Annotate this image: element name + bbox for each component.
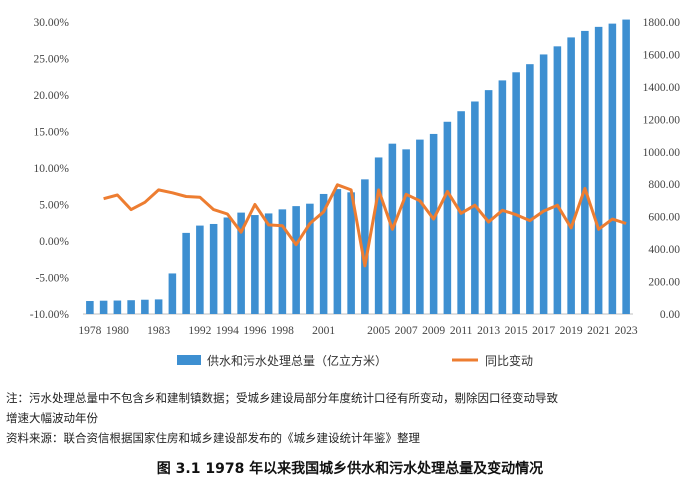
bar-2015	[512, 72, 520, 315]
chart-notes: 注：污水处理总量中不包含乡和建制镇数据；受城乡建设局部分年度统计口径有所变动，剔…	[6, 388, 696, 448]
bar-2016	[526, 64, 534, 314]
left-tick-label: -10.00%	[30, 309, 70, 321]
x-tick-label: 1980	[106, 325, 129, 337]
left-tick-label: 20.00%	[34, 90, 70, 102]
left-tick-label: 30.00%	[34, 17, 70, 29]
x-tick-label: 2011	[450, 325, 473, 337]
bar-2008	[416, 139, 424, 314]
bar-2020	[581, 30, 589, 315]
x-tick-label: 2009	[422, 325, 445, 337]
bar-2000	[306, 203, 314, 314]
bar-2012	[471, 101, 479, 314]
yoy-change-line	[103, 183, 627, 268]
bar-2004	[361, 179, 369, 314]
bar-2017	[539, 54, 548, 314]
right-tick-label: 200.00	[648, 277, 680, 289]
bar-1995	[237, 212, 245, 314]
bar-2019	[567, 37, 575, 315]
right-tick-label: 600.00	[648, 212, 680, 224]
left-tick-label: 0.00%	[39, 236, 69, 248]
bar-1997	[264, 213, 273, 314]
bar-1981	[127, 300, 135, 314]
x-tick-label: 1983	[147, 325, 170, 337]
bar-1998	[278, 209, 287, 314]
bar-2021	[594, 26, 603, 314]
left-tick-label: -5.00%	[35, 273, 69, 285]
right-tick-label: 800.00	[648, 179, 680, 191]
bar-1980	[113, 300, 122, 314]
bar-2018	[553, 46, 562, 314]
bar-1994	[223, 217, 232, 314]
bar-2014	[498, 80, 507, 315]
x-tick-label: 2005	[367, 325, 390, 337]
figure-caption: 图 3.1 1978 年以来我国城乡供水和污水处理总量及变动情况	[156, 461, 544, 477]
combo-chart: -10.00% -5.00% 0.00% 5.00% 10.00% 15.00% 20.00…	[30, 17, 681, 368]
x-tick-label: 1978	[78, 325, 101, 337]
note-line-1: 注：污水处理总量中不包含乡和建制镇数据；受城乡建设局部分年度统计口径有所变动，剔…	[6, 391, 558, 405]
bar-1990	[168, 273, 177, 314]
legend-label-bars: 供水和污水处理总量（亿立方米）	[207, 353, 387, 368]
bar-1979	[99, 300, 108, 314]
bar-2013	[484, 90, 493, 314]
note-line-2: 增速大幅波动年份	[6, 411, 98, 425]
x-tick-label: 2013	[477, 325, 500, 337]
left-tick-label: 10.00%	[34, 163, 70, 175]
bar-2023	[622, 19, 630, 315]
right-axis: 0.00 200.00 400.00 600.00 800.00 1000.00 1200.…	[643, 17, 681, 321]
bar-1982	[141, 299, 149, 314]
bar-2002	[333, 189, 342, 314]
x-tick-label: 1996	[243, 325, 266, 337]
right-tick-label: 400.00	[648, 244, 680, 256]
x-tick-label: 2017	[532, 325, 555, 337]
x-tick-label: 2015	[505, 325, 528, 337]
x-tick-label: 2023	[615, 325, 638, 337]
left-tick-label: 5.00%	[39, 200, 69, 212]
bar-2009	[429, 133, 438, 314]
right-tick-label: 1200.00	[643, 114, 681, 126]
legend-label-line: 同比变动	[485, 353, 533, 368]
bar-2007	[402, 149, 410, 314]
x-tick-label: 2001	[312, 325, 335, 337]
bar-1993	[209, 223, 218, 314]
bar-2010	[443, 121, 452, 315]
legend-swatch-bars	[177, 355, 201, 365]
right-tick-label: 0.00	[660, 309, 680, 321]
x-tick-label: 2019	[560, 325, 583, 337]
right-tick-label: 1600.00	[643, 49, 681, 61]
left-tick-label: 25.00%	[34, 54, 70, 66]
x-tick-label: 2007	[395, 325, 418, 337]
right-tick-label: 1800.00	[643, 17, 681, 29]
bar-series	[86, 19, 630, 315]
bar-1999	[292, 206, 300, 314]
bar-2001	[319, 193, 328, 314]
bar-2003	[347, 192, 355, 314]
bar-1983	[154, 299, 163, 314]
bar-1996	[251, 215, 259, 314]
x-axis: 1978 1980 1983 1992 1994 1996 1998 2001 2005 2007…	[78, 313, 638, 337]
bar-1991	[182, 232, 190, 314]
right-tick-label: 1000.00	[643, 147, 681, 159]
source-line: 资料来源：联合资信根据国家住房和城乡建设部发布的《城乡建设统计年鉴》整理	[6, 431, 420, 445]
x-tick-label: 1992	[188, 325, 211, 337]
bar-2005	[374, 157, 383, 314]
x-tick-label: 1998	[271, 325, 294, 337]
x-tick-label: 2021	[587, 325, 610, 337]
left-tick-label: 15.00%	[34, 127, 70, 139]
bar-1978	[86, 301, 94, 314]
bar-2022	[608, 23, 617, 314]
x-tick-label: 1994	[216, 325, 239, 337]
left-axis: -10.00% -5.00% 0.00% 5.00% 10.00% 15.00% 20.00…	[30, 17, 70, 321]
line-series	[103, 183, 627, 268]
legend: 供水和污水处理总量（亿立方米） 同比变动	[177, 353, 533, 368]
right-tick-label: 1400.00	[643, 82, 681, 94]
bar-1992	[196, 225, 204, 314]
